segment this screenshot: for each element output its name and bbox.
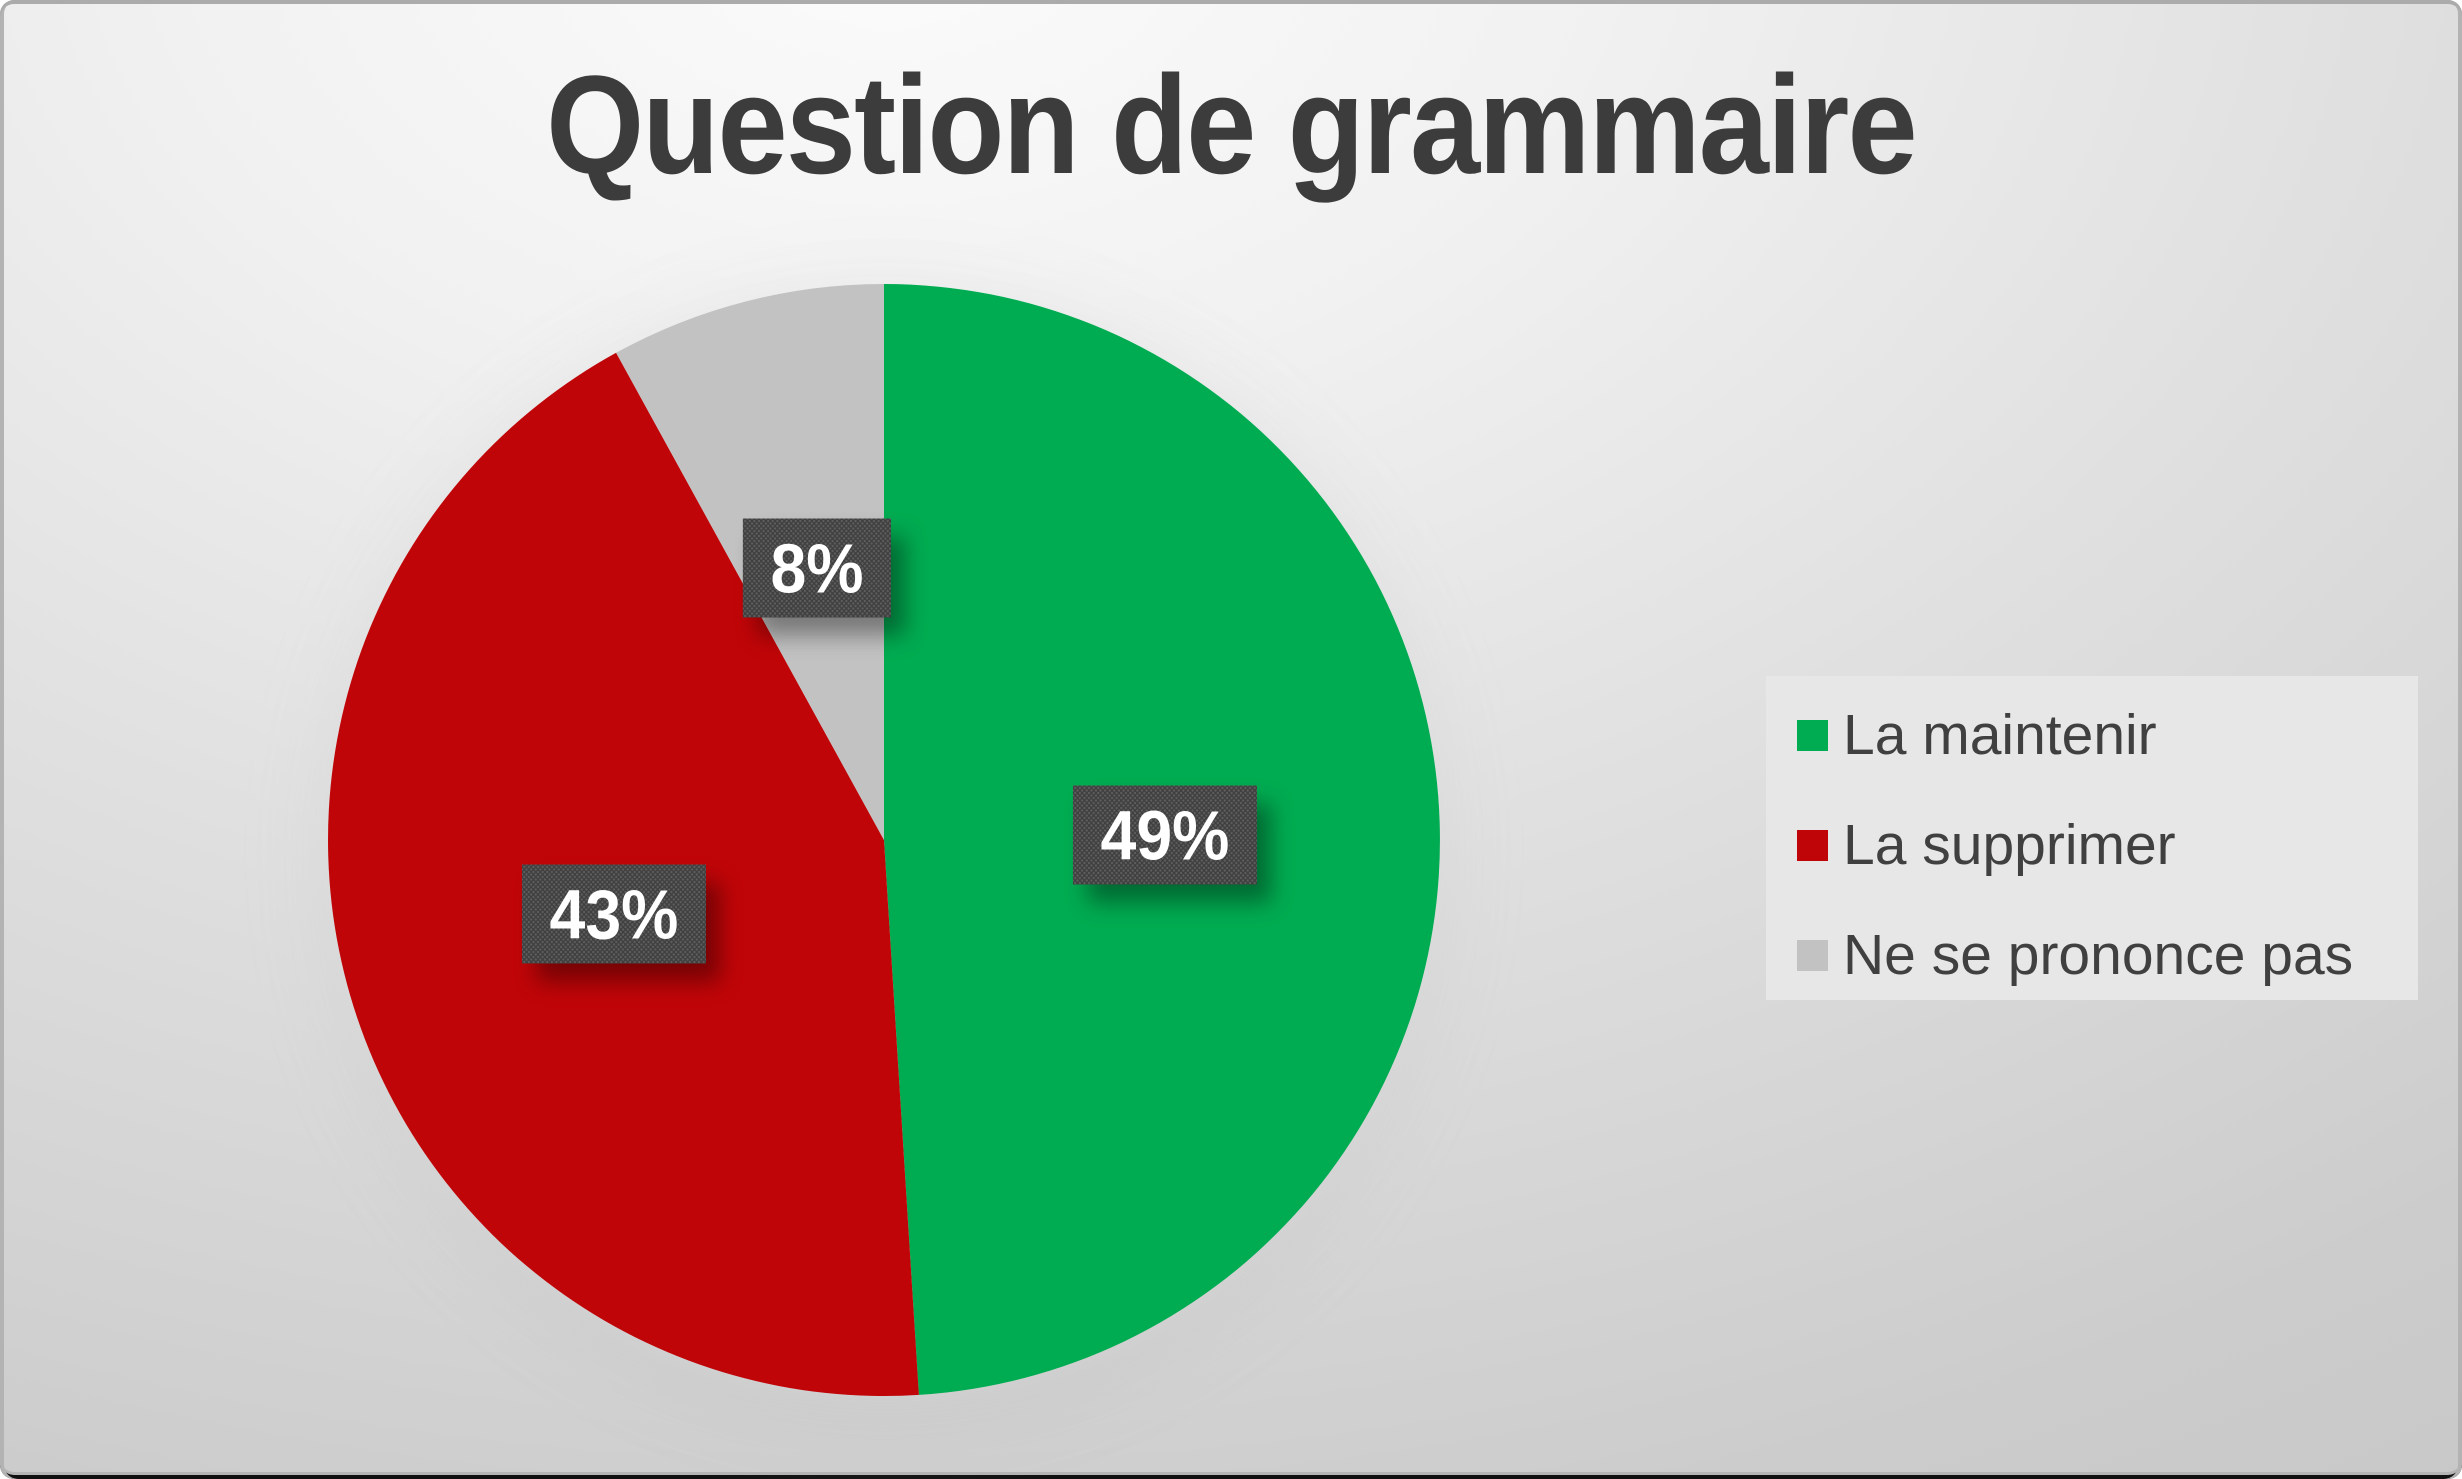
legend-item-ne-se-prononce-pas: Ne se prononce pas xyxy=(1766,923,2418,987)
legend-item-la-supprimer: La supprimer xyxy=(1766,813,2418,877)
data-label-ne-se-prononce-pas: 8% xyxy=(743,518,891,618)
pie-chart xyxy=(328,284,1440,1396)
legend-swatch-green xyxy=(1797,719,1828,751)
legend-item-la-maintenir: La maintenir xyxy=(1766,703,2418,767)
legend-swatch-red xyxy=(1797,829,1828,861)
legend-label-la-maintenir: La maintenir xyxy=(1843,703,2157,767)
legend-swatch-gray xyxy=(1797,939,1828,971)
legend: La maintenir La supprimer Ne se prononce… xyxy=(1766,676,2418,1000)
pie-slice-ne-se-prononce-pas xyxy=(616,284,884,840)
chart-title: Question de grammaire xyxy=(546,46,1917,203)
data-label-la-supprimer: 43% xyxy=(522,864,706,964)
legend-label-la-supprimer: La supprimer xyxy=(1843,813,2176,877)
legend-label-ne-se-prononce-pas: Ne se prononce pas xyxy=(1843,923,2354,987)
data-label-la-maintenir: 49% xyxy=(1073,785,1257,885)
